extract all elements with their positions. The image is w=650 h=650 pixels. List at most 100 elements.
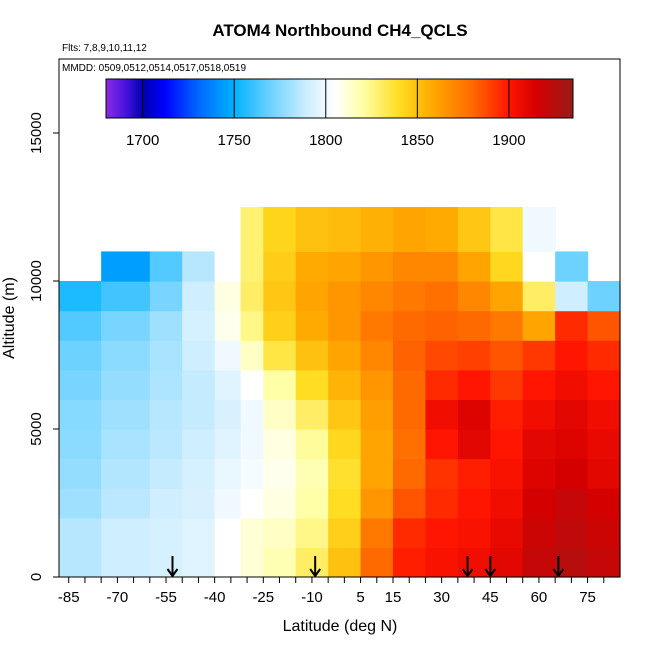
ch4-cell: [295, 340, 329, 371]
ch4-cell: [263, 310, 297, 341]
x-tick-label: -10: [301, 589, 323, 606]
x-tick-label: 45: [482, 589, 499, 606]
ch4-cell: [240, 547, 264, 578]
ch4-cell: [59, 429, 102, 460]
ch4-cell: [587, 547, 621, 578]
ch4-cell: [522, 207, 556, 252]
x-axis-label: Latitude (deg N): [283, 618, 398, 635]
ch4-cell: [240, 310, 264, 341]
ch4-cell: [59, 488, 102, 519]
ch4-cell: [522, 517, 556, 548]
ch4-cell: [101, 251, 151, 282]
ch4-cell: [149, 369, 183, 400]
ch4-cell: [263, 517, 297, 548]
ch4-cell: [425, 281, 459, 312]
ch4-cell: [214, 488, 242, 519]
x-tick-label: 5: [356, 589, 364, 606]
x-tick-label: -55: [155, 589, 177, 606]
y-axis-label: Altitude (m): [1, 277, 18, 359]
ch4-cell: [101, 369, 151, 400]
ch4-cell: [328, 399, 362, 430]
ch4-cell: [149, 399, 183, 430]
ch4-cell: [263, 399, 297, 430]
ch4-cell: [425, 310, 459, 341]
ch4-cell: [240, 207, 264, 252]
x-tick-label: -25: [252, 589, 274, 606]
ch4-cell: [295, 488, 329, 519]
ch4-cell: [295, 310, 329, 341]
ch4-cell: [182, 399, 216, 430]
ch4-cell: [328, 207, 362, 252]
ch4-cell: [214, 429, 242, 460]
ch4-cell: [149, 340, 183, 371]
colorbar-tick-label: 1850: [401, 132, 434, 149]
ch4-cell: [182, 517, 216, 548]
ch4-cell: [587, 369, 621, 400]
ch4-cell: [393, 458, 427, 489]
ch4-cell: [214, 547, 242, 578]
ch4-cell: [295, 458, 329, 489]
ch4-cell: [555, 429, 589, 460]
ch4-cell: [328, 429, 362, 460]
colorbar-tick-label: 1700: [126, 132, 159, 149]
sample-arrows: [166, 556, 565, 578]
ch4-cell: [240, 281, 264, 312]
ch4-cell: [182, 340, 216, 371]
ch4-cell: [393, 251, 427, 282]
ch4-cell: [59, 310, 102, 341]
ch4-cell: [490, 517, 524, 548]
ch4-cell: [522, 547, 556, 578]
ch4-cell: [295, 369, 329, 400]
colorbar: 1700 1750 1800 1850 1900: [105, 78, 574, 149]
ch4-cell: [263, 458, 297, 489]
ch4-cell: [457, 251, 491, 282]
y-axis: 0 5000 10000 15000: [28, 112, 59, 581]
ch4-cell: [490, 369, 524, 400]
ch4-cell: [182, 310, 216, 341]
ch4-cell: [240, 251, 264, 282]
ch4-cell: [490, 281, 524, 312]
ch4-cell: [101, 488, 151, 519]
ch4-cell: [149, 547, 183, 578]
ch4-cell: [182, 429, 216, 460]
ch4-cell: [360, 488, 394, 519]
ch4-cell: [328, 369, 362, 400]
ch4-cell: [101, 399, 151, 430]
ch4-cell: [295, 207, 329, 252]
ch4-cell: [328, 340, 362, 371]
chart-title: ATOM4 Northbound CH4_QCLS: [212, 21, 467, 40]
ch4-cell: [214, 281, 242, 312]
ch4-cell: [295, 517, 329, 548]
y-tick-label: 5000: [28, 412, 45, 445]
x-tick-label: 75: [579, 589, 596, 606]
ch4-cell: [490, 310, 524, 341]
ch4-cell: [393, 340, 427, 371]
ch4-cell: [328, 251, 362, 282]
ch4-cell: [425, 458, 459, 489]
ch4-cell: [393, 281, 427, 312]
ch4-cell: [490, 458, 524, 489]
colorbar-tick-label: 1900: [492, 132, 525, 149]
ch4-cell: [457, 340, 491, 371]
ch4-cell: [240, 369, 264, 400]
dates-label: MMDD: 0509,0512,0514,0517,0518,0519: [62, 63, 246, 74]
y-tick-label: 15000: [28, 112, 45, 154]
ch4-cell: [182, 281, 216, 312]
ch4-cell: [214, 369, 242, 400]
ch4-cell: [587, 281, 621, 312]
ch4-cell: [214, 517, 242, 548]
ch4-cell: [263, 281, 297, 312]
ch4-cell: [457, 207, 491, 252]
ch4-cell: [522, 399, 556, 430]
ch4-cell: [522, 281, 556, 312]
ch4-cell: [425, 517, 459, 548]
ch4-cell: [425, 429, 459, 460]
ch4-cell: [101, 281, 151, 312]
ch4-cell: [457, 517, 491, 548]
ch4-cell: [490, 547, 524, 578]
ch4-cell: [360, 251, 394, 282]
ch4-cell: [101, 310, 151, 341]
flights-label: Flts: 7,8,9,10,11,12: [62, 43, 147, 54]
ch4-cell: [490, 429, 524, 460]
ch4-cell: [490, 399, 524, 430]
